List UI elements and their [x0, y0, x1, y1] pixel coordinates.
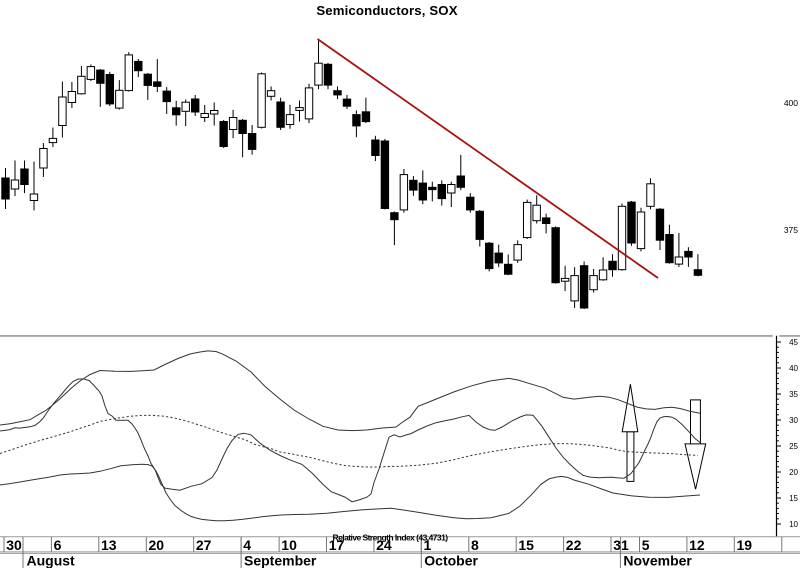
- svg-text:20: 20: [149, 537, 165, 553]
- svg-text:15: 15: [789, 494, 798, 503]
- svg-text:30: 30: [6, 537, 22, 553]
- svg-text:Semiconductors, SOX: Semiconductors, SOX: [316, 3, 457, 18]
- svg-text:10: 10: [281, 537, 297, 553]
- svg-text:6: 6: [54, 537, 62, 553]
- svg-text:10: 10: [789, 520, 798, 529]
- svg-text:15: 15: [518, 537, 534, 553]
- svg-text:45: 45: [789, 338, 798, 347]
- svg-text:24: 24: [376, 537, 392, 553]
- svg-text:375: 375: [784, 225, 798, 235]
- svg-text:31: 31: [613, 537, 629, 553]
- svg-text:13: 13: [101, 537, 117, 553]
- svg-text:November: November: [623, 553, 692, 569]
- svg-text:17: 17: [329, 537, 345, 553]
- svg-text:4: 4: [243, 537, 251, 553]
- svg-text:22: 22: [566, 537, 582, 553]
- svg-text:35: 35: [789, 390, 798, 399]
- svg-text:19: 19: [737, 537, 753, 553]
- svg-text:August: August: [27, 553, 76, 569]
- svg-text:12: 12: [689, 537, 705, 553]
- svg-text:25: 25: [789, 442, 798, 451]
- svg-text:27: 27: [196, 537, 212, 553]
- svg-text:September: September: [244, 553, 317, 569]
- svg-text:40: 40: [789, 364, 798, 373]
- svg-text:20: 20: [789, 468, 798, 477]
- svg-text:400: 400: [784, 98, 798, 108]
- svg-text:Relative Strength Index (43.47: Relative Strength Index (43.4731): [333, 533, 449, 543]
- svg-text:8: 8: [471, 537, 479, 553]
- svg-text:5: 5: [642, 537, 650, 553]
- svg-text:30: 30: [789, 416, 798, 425]
- svg-text:1: 1: [424, 537, 432, 553]
- svg-text:October: October: [424, 553, 478, 569]
